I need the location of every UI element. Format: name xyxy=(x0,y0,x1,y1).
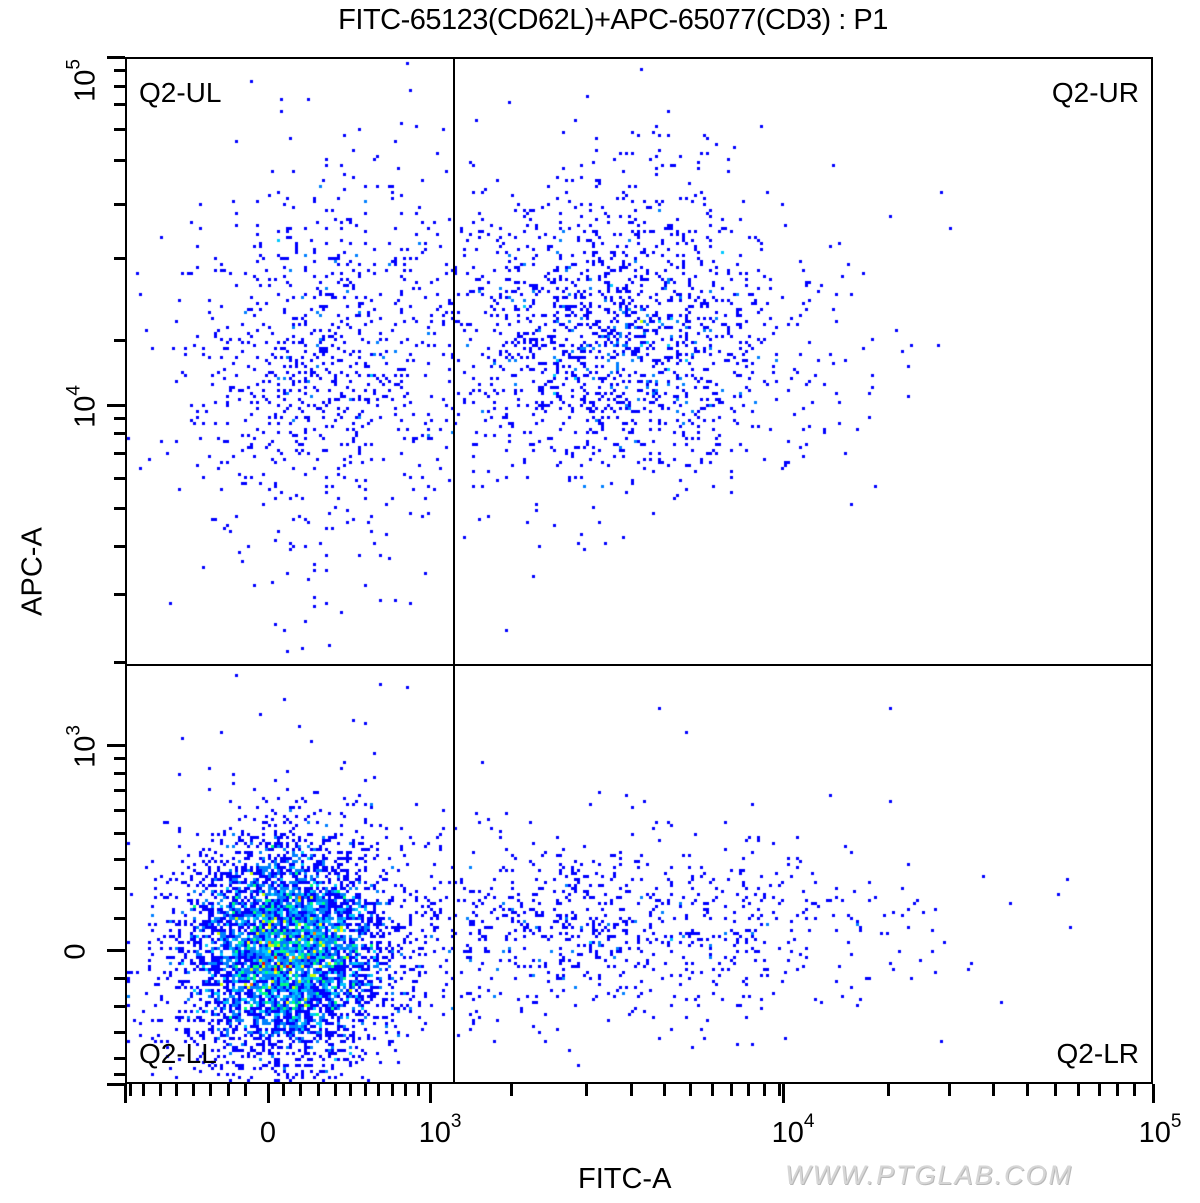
quadrant-label-lr: Q2-LR xyxy=(1056,1038,1139,1069)
x-minor-tick xyxy=(711,1084,714,1096)
y-minor-tick xyxy=(114,1057,125,1060)
y-minor-tick xyxy=(114,809,125,812)
quadrant-gate-vertical[interactable] xyxy=(453,59,455,1082)
y-major-tick xyxy=(107,744,125,747)
x-minor-tick xyxy=(192,1084,195,1096)
y-minor-tick xyxy=(114,593,125,596)
y-minor-tick xyxy=(114,452,125,455)
x-tick-label-1e5: 105 xyxy=(1138,1111,1182,1149)
y-tick-label-1e4: 104 xyxy=(63,385,102,428)
y-axis-label: APC-A xyxy=(16,527,49,616)
dot-plot-canvas xyxy=(127,59,1151,1082)
x-major-tick xyxy=(1152,1084,1155,1103)
x-minor-tick xyxy=(887,1084,890,1096)
quadrant-gate-horizontal[interactable] xyxy=(127,664,1151,666)
x-tick-label-1e4: 104 xyxy=(771,1111,815,1149)
x-major-tick xyxy=(124,1084,127,1103)
x-minor-tick xyxy=(747,1084,750,1096)
x-minor-tick xyxy=(417,1084,420,1096)
y-minor-tick xyxy=(114,832,125,835)
x-minor-tick xyxy=(159,1084,162,1096)
quadrant-label-ul: Q2-UL xyxy=(139,77,222,108)
y-tick-label-1e5: 105 xyxy=(63,59,102,102)
y-major-tick xyxy=(107,56,125,59)
x-minor-tick xyxy=(317,1084,320,1096)
x-axis-label: FITC-A xyxy=(578,1163,672,1195)
y-minor-tick xyxy=(114,977,125,980)
y-minor-tick xyxy=(114,1031,125,1034)
x-minor-tick xyxy=(349,1084,352,1096)
quadrant-label-ur: Q2-UR xyxy=(1051,77,1139,108)
y-major-tick xyxy=(107,1083,125,1086)
y-minor-tick xyxy=(114,417,125,420)
x-tick-label-0: 0 xyxy=(259,1117,277,1149)
x-minor-tick xyxy=(630,1084,633,1096)
y-tick-label-1e3: 103 xyxy=(63,725,102,768)
x-minor-tick xyxy=(391,1084,394,1096)
y-minor-tick xyxy=(114,661,125,664)
x-tick-label-1e3: 103 xyxy=(418,1111,462,1149)
y-minor-tick xyxy=(114,103,125,106)
y-minor-tick xyxy=(114,1005,125,1008)
quadrant-label-ll: Q2-LL xyxy=(139,1038,217,1069)
x-minor-tick xyxy=(404,1084,407,1096)
y-major-tick xyxy=(107,949,125,952)
x-minor-tick xyxy=(689,1084,692,1096)
x-minor-tick xyxy=(377,1084,380,1096)
x-minor-tick xyxy=(663,1084,666,1096)
y-minor-tick xyxy=(114,757,125,760)
y-tick-label-0: 0 xyxy=(59,943,92,960)
x-minor-tick xyxy=(299,1084,302,1096)
y-minor-tick xyxy=(114,772,125,775)
x-minor-tick xyxy=(282,1084,285,1096)
x-minor-tick xyxy=(129,1084,132,1096)
y-minor-tick xyxy=(114,339,125,342)
plot-area: Q2-UL Q2-UR Q2-LL Q2-LR xyxy=(125,57,1153,1084)
y-minor-tick xyxy=(114,545,125,548)
x-major-tick xyxy=(267,1084,270,1103)
y-minor-tick xyxy=(114,887,125,890)
y-minor-tick xyxy=(114,917,125,920)
x-minor-tick xyxy=(778,1084,781,1096)
x-minor-tick xyxy=(1077,1084,1080,1096)
x-minor-tick xyxy=(334,1084,337,1096)
x-major-tick xyxy=(429,1084,432,1103)
chart-title: FITC-65123(CD62L)+APC-65077(CD3) : P1 xyxy=(338,4,888,36)
y-minor-tick xyxy=(114,432,125,435)
x-minor-tick xyxy=(227,1084,230,1096)
x-minor-tick xyxy=(585,1084,588,1096)
x-minor-tick xyxy=(948,1084,951,1096)
y-minor-tick xyxy=(114,257,125,260)
x-minor-tick xyxy=(1054,1084,1057,1096)
y-major-tick xyxy=(107,404,125,407)
y-minor-tick xyxy=(114,128,125,131)
x-minor-tick xyxy=(1116,1084,1119,1096)
x-minor-tick xyxy=(209,1084,212,1096)
x-minor-tick xyxy=(175,1084,178,1096)
x-minor-tick xyxy=(364,1084,367,1096)
y-minor-tick xyxy=(114,203,125,206)
y-minor-tick xyxy=(114,789,125,792)
x-minor-tick xyxy=(244,1084,247,1096)
x-minor-tick xyxy=(1098,1084,1101,1096)
y-minor-tick xyxy=(114,477,125,480)
x-minor-tick xyxy=(730,1084,733,1096)
x-minor-tick xyxy=(1026,1084,1029,1096)
y-minor-tick xyxy=(114,85,125,88)
x-minor-tick xyxy=(1133,1084,1136,1096)
y-minor-tick xyxy=(114,858,125,861)
x-minor-tick xyxy=(763,1084,766,1096)
x-minor-tick xyxy=(142,1084,145,1096)
watermark: WWW.PTGLAB.COM xyxy=(785,1160,1073,1190)
y-minor-tick xyxy=(114,69,125,72)
y-minor-tick xyxy=(114,1073,125,1076)
y-axis xyxy=(0,56,125,1086)
x-major-tick xyxy=(782,1084,785,1103)
x-axis xyxy=(124,1084,1155,1124)
x-minor-tick xyxy=(992,1084,995,1096)
y-minor-tick xyxy=(114,159,125,162)
x-minor-tick xyxy=(510,1084,513,1096)
y-minor-tick xyxy=(114,507,125,510)
